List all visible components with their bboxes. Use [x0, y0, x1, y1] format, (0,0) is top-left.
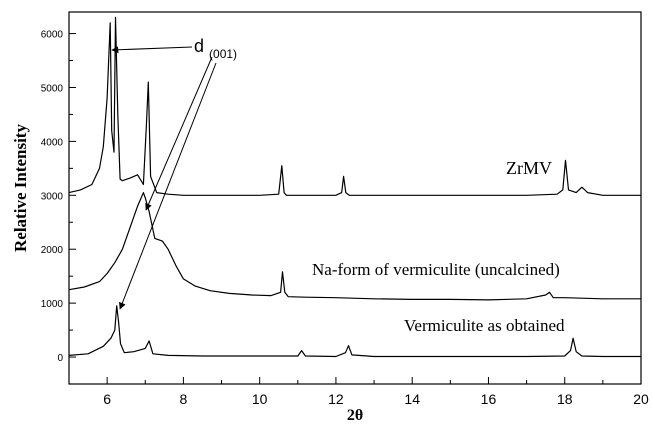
- x-tick-label: 20: [633, 391, 649, 407]
- annotation-layer: d (001): [111, 36, 237, 310]
- series-label-1: ZrMV: [506, 158, 552, 178]
- x-tick-label: 12: [328, 391, 344, 407]
- d001-annotation: d (001): [194, 36, 237, 61]
- y-tick-label: 6000: [41, 30, 64, 41]
- y-tick-label: 2000: [41, 245, 64, 256]
- d001-arrow-1: [111, 46, 193, 54]
- d001-annotation-sub: (001): [209, 47, 237, 61]
- x-tick-label: 16: [481, 391, 497, 407]
- x-axis-title: 2θ: [347, 407, 363, 424]
- d001-arrow-3: [119, 62, 217, 310]
- x-tick-label: 14: [404, 391, 420, 407]
- x-tick-label: 8: [180, 391, 188, 407]
- series-line-2: [68, 192, 641, 301]
- y-tick-label: 1000: [41, 299, 64, 310]
- series-label-3: Vermiculite as obtained: [404, 316, 565, 335]
- x-tick-label: 10: [252, 391, 268, 407]
- plot-frame: [68, 11, 642, 385]
- y-tick-label: 4000: [41, 137, 64, 148]
- ticks-layer: 6 8 10 12 14 16 18 20 0 1000 2000 3000 4000 5000 6000: [41, 30, 649, 407]
- y-tick-label: 5000: [41, 83, 64, 94]
- series-layer: ZrMV Na-form of vermiculite (uncalcined) V…: [68, 16, 641, 358]
- d001-annotation-main: d: [194, 36, 204, 56]
- series-line-3: [68, 305, 641, 358]
- y-tick-label: 0: [57, 353, 63, 364]
- series-line-1: [68, 16, 641, 196]
- x-tick-label: 6: [103, 391, 111, 407]
- d001-arrow-2: [145, 56, 213, 211]
- series-label-2: Na-form of vermiculite (uncalcined): [312, 260, 560, 279]
- y-axis-title: Relative Intensity: [11, 124, 30, 252]
- x-tick-label: 18: [557, 391, 573, 407]
- y-tick-label: 3000: [41, 191, 64, 202]
